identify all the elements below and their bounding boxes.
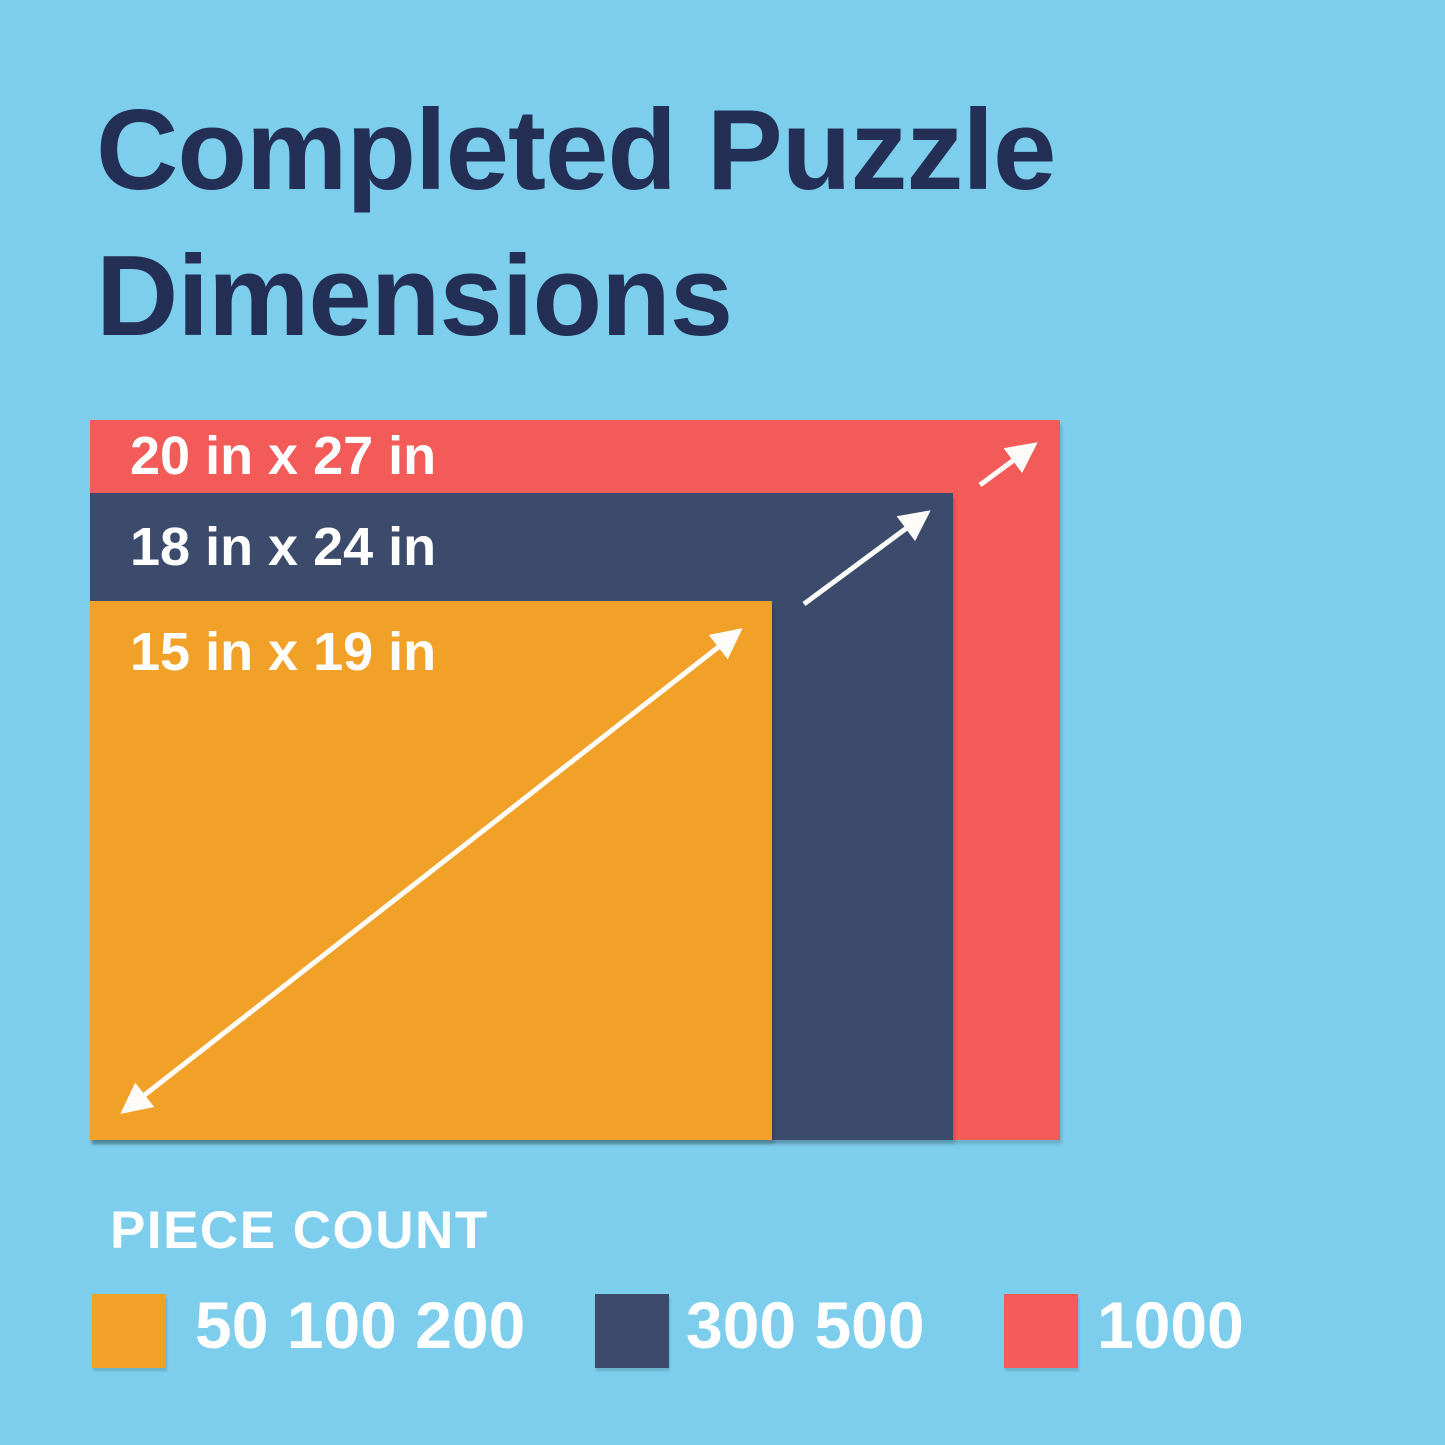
- legend-title: PIECE COUNT: [110, 1201, 489, 1260]
- legend-label-50-100-200: 50 100 200: [195, 1288, 526, 1362]
- dimension-label-50-100-200: 15 in x 19 in: [130, 622, 437, 682]
- puzzle-rect-50-100-200: 15 in x 19 in: [90, 601, 772, 1140]
- dimension-label-300-500: 18 in x 24 in: [130, 517, 437, 577]
- legend-label-1000: 1000: [1097, 1288, 1244, 1362]
- legend-swatch-coral: [1004, 1294, 1078, 1368]
- page-title: Completed Puzzle Dimensions: [96, 87, 1056, 360]
- dimension-label-1000: 20 in x 27 in: [130, 426, 437, 486]
- legend-swatch-orange: [92, 1294, 166, 1368]
- legend-swatch-navy: [595, 1294, 669, 1368]
- legend-label-300-500: 300 500: [686, 1288, 925, 1362]
